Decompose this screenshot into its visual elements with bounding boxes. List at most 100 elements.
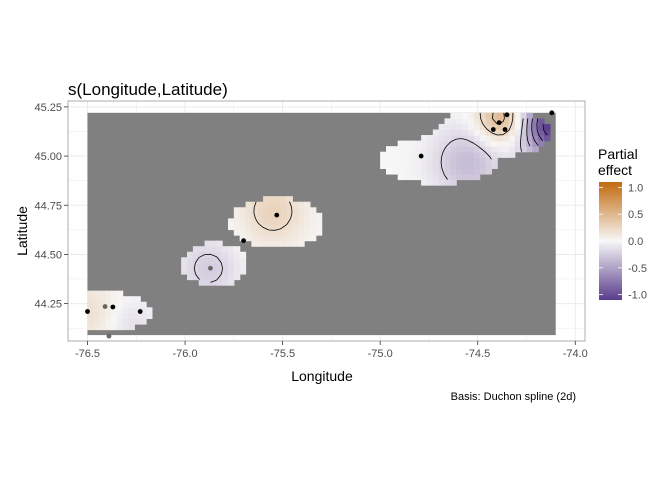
effect-cell — [245, 235, 252, 242]
effect-cell — [403, 157, 411, 164]
contour-line — [536, 118, 543, 141]
effect-cell — [216, 279, 223, 286]
effect-cell — [239, 229, 247, 236]
effect-cell — [456, 151, 463, 158]
effect-cell — [93, 301, 100, 308]
effect-cell — [210, 257, 217, 264]
effect-cell — [526, 146, 533, 153]
effect-cell — [268, 201, 276, 208]
effect-cell — [479, 146, 487, 153]
effect-cell — [421, 173, 428, 181]
effect-cell — [409, 140, 416, 147]
effect-cell — [239, 257, 247, 264]
effect-cell — [128, 318, 135, 325]
effect-cell — [286, 235, 293, 242]
effect-cell — [532, 118, 539, 125]
effect-cell — [456, 129, 463, 136]
effect-cell — [87, 301, 94, 308]
effect-cell — [450, 123, 457, 131]
effect-cell — [450, 146, 457, 153]
effect-cell — [462, 151, 469, 158]
effect-cell — [268, 218, 276, 225]
effect-cell — [503, 146, 510, 153]
effect-cell — [479, 135, 487, 142]
effect-cell — [204, 246, 212, 253]
effect-cell — [87, 318, 94, 325]
observation-point — [102, 304, 108, 309]
effect-cell — [198, 262, 206, 270]
effect-cell — [239, 207, 247, 214]
effect-cell — [210, 268, 217, 275]
effect-cell — [444, 168, 451, 175]
effect-cell — [508, 151, 516, 158]
effect-cell — [227, 279, 235, 286]
effect-cell — [491, 135, 498, 142]
effect-cell — [491, 157, 498, 164]
effect-cell — [485, 123, 492, 131]
effect-cell — [520, 118, 528, 125]
effect-cell — [222, 257, 229, 264]
effect-cell — [450, 112, 457, 119]
effect-cell — [391, 151, 399, 158]
observation-point — [208, 265, 213, 271]
effect-cell — [538, 135, 545, 142]
effect-cell — [526, 118, 533, 125]
effect-cell — [122, 318, 130, 325]
effect-cell — [198, 251, 206, 258]
effect-cell — [292, 218, 299, 225]
contour-line — [531, 118, 539, 146]
effect-cell — [105, 323, 112, 331]
contour-line — [526, 118, 531, 147]
effect-cell — [467, 140, 475, 147]
effect-cell — [280, 196, 288, 203]
effect-cell — [122, 307, 130, 314]
effect-cell — [298, 207, 305, 214]
effect-cell — [227, 257, 235, 264]
effect-cell — [426, 168, 434, 175]
effect-cell — [456, 173, 463, 181]
effect-cell — [210, 251, 217, 258]
effect-cell — [134, 312, 141, 320]
effect-cell — [456, 146, 463, 153]
effect-cell — [216, 268, 223, 275]
effect-cell — [146, 312, 153, 320]
effect-cell — [444, 157, 451, 164]
effect-cell — [485, 162, 492, 169]
effect-cell — [426, 135, 434, 142]
effect-cell — [432, 140, 440, 147]
effect-cell — [397, 151, 405, 158]
effect-cell — [532, 146, 539, 153]
effect-cell — [491, 123, 498, 131]
effect-cell — [274, 201, 282, 208]
effect-cell — [421, 151, 428, 158]
effect-cell — [467, 112, 475, 119]
effect-cell — [116, 307, 124, 314]
effect-cell — [146, 307, 153, 314]
effect-cell — [508, 135, 516, 142]
effect-cell — [444, 173, 451, 181]
effect-cell — [292, 201, 299, 208]
effect-cell — [409, 168, 416, 175]
effect-cell — [239, 262, 247, 270]
effect-cell — [403, 162, 411, 169]
effect-cell — [485, 151, 492, 158]
effect-cell — [263, 218, 270, 225]
observation-points — [85, 110, 555, 339]
effect-cell — [538, 140, 545, 147]
effect-cell — [140, 318, 147, 325]
contour-line — [193, 118, 524, 283]
effect-cell — [386, 157, 393, 164]
effect-cell — [298, 223, 305, 231]
effect-cell — [544, 135, 551, 142]
effect-cell — [222, 251, 229, 258]
effect-cell — [105, 307, 112, 314]
effect-cell — [415, 168, 422, 175]
effect-cell — [456, 123, 463, 131]
effect-cell — [380, 162, 387, 169]
effect-cell — [292, 235, 299, 242]
observation-point — [85, 309, 90, 314]
effect-cell — [462, 118, 469, 125]
effect-cell — [110, 301, 118, 308]
effect-cell — [286, 218, 293, 225]
effect-cell — [286, 229, 293, 236]
